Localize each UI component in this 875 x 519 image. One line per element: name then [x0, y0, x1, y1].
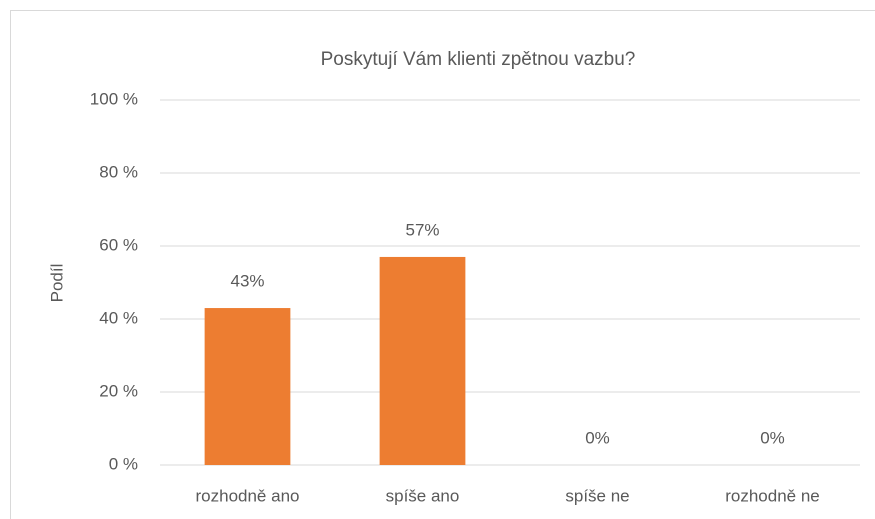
value-label: 57% — [405, 220, 439, 239]
bar — [204, 308, 291, 465]
value-label: 0% — [760, 428, 785, 447]
y-tick-label: 100 % — [90, 89, 138, 108]
bar — [379, 256, 466, 465]
x-tick-label: rozhodně ano — [196, 486, 300, 505]
y-axis-label: Podíl — [47, 264, 66, 303]
chart-title: Poskytují Vám klienti zpětnou vazbu? — [321, 49, 636, 70]
x-tick-label: spíše ano — [386, 486, 460, 505]
y-tick-label: 60 % — [99, 235, 138, 254]
y-tick-label: 80 % — [99, 162, 138, 181]
chart-border — [10, 10, 875, 519]
y-tick-label: 0 % — [109, 454, 138, 473]
x-tick-label: rozhodně ne — [725, 486, 820, 505]
value-label: 43% — [230, 272, 264, 291]
value-label: 0% — [585, 428, 610, 447]
y-tick-label: 20 % — [99, 381, 138, 400]
y-tick-label: 40 % — [99, 308, 138, 327]
x-tick-label: spíše ne — [565, 486, 629, 505]
